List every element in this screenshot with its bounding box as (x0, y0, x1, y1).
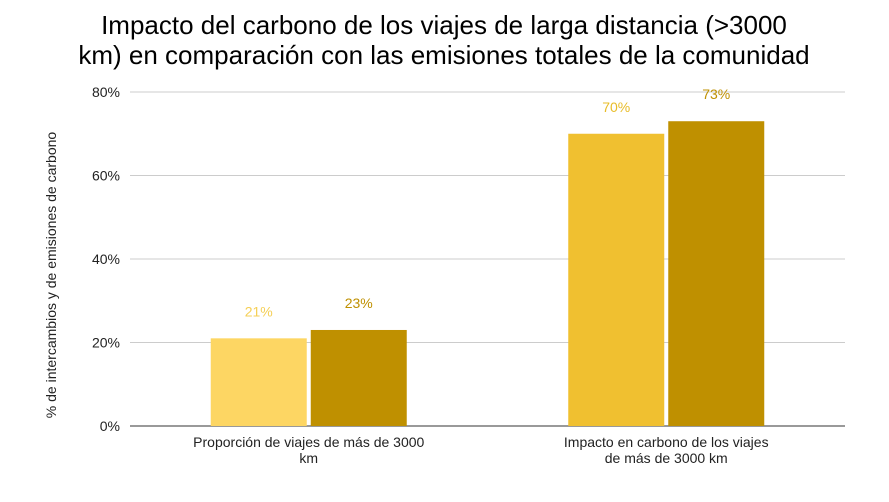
bar (568, 133, 665, 426)
bar (310, 329, 407, 426)
y-axis-ticks: 0% 20% 40% 60% 80% (92, 84, 120, 434)
data-label: 21% (245, 303, 273, 319)
y-tick-label: 60% (92, 168, 120, 184)
data-label: 73% (702, 86, 730, 102)
x-category-label: de más de 3000 km (605, 450, 728, 466)
x-category-label: Proporción de viajes de más de 3000 (193, 434, 424, 450)
data-label: 70% (602, 99, 630, 115)
chart-title-line-1: Impacto del carbono de los viajes de lar… (101, 10, 787, 40)
bars (210, 121, 765, 426)
bar (668, 121, 765, 426)
x-category-label: Impacto en carbono de los viajes (564, 434, 769, 450)
y-tick-label: 80% (92, 84, 120, 100)
y-tick-label: 40% (92, 251, 120, 267)
bar (210, 338, 307, 426)
data-label: 23% (345, 295, 373, 311)
y-tick-label: 0% (100, 418, 120, 434)
chart-title-line-2: km) en comparación con las emisiones tot… (78, 40, 809, 70)
y-axis-label: % de intercambios y de emisiones de carb… (43, 132, 59, 419)
y-tick-label: 20% (92, 335, 120, 351)
x-category-label: km (299, 450, 318, 466)
data-labels: 21% 23% 70% 73% (245, 86, 731, 319)
